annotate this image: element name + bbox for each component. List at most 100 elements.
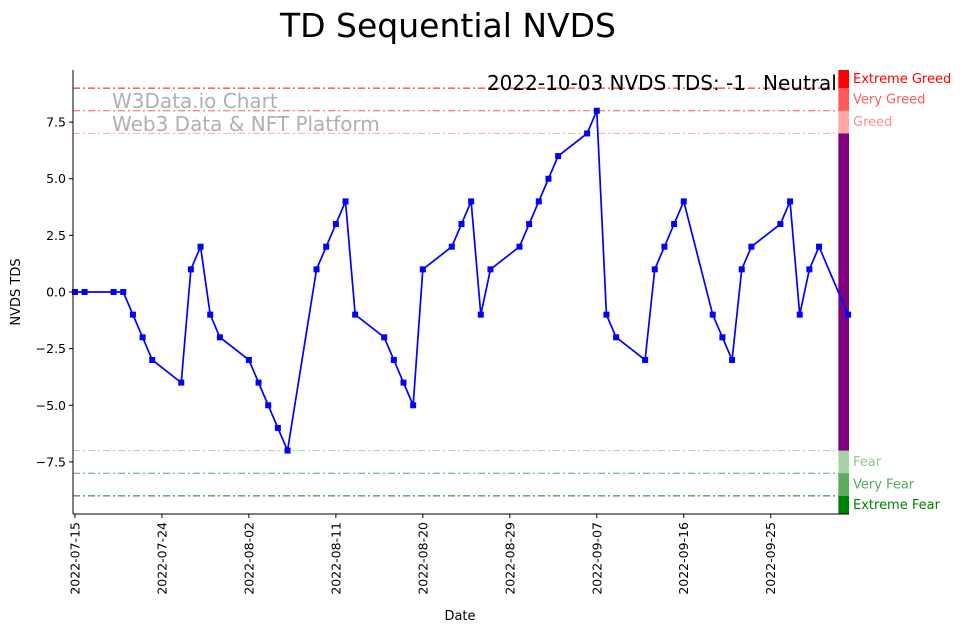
zone-label-greed: Greed <box>853 115 892 130</box>
data-point <box>352 311 359 318</box>
data-point <box>816 243 823 250</box>
data-point <box>487 266 494 273</box>
chart-title: TD Sequential NVDS <box>279 6 616 45</box>
series-line <box>74 110 849 454</box>
y-tick-label: 0.0 <box>46 285 66 300</box>
plot-area: W3Data.io Chart Web3 Data & NFT Platform… <box>71 70 852 514</box>
data-point <box>81 289 88 295</box>
zone-label-extreme-greed: Extreme Greed <box>853 72 951 87</box>
zone-label-very-fear: Very Fear <box>853 478 915 493</box>
zone-label-extreme-fear: Extreme Fear <box>853 498 941 513</box>
data-point <box>545 175 552 182</box>
data-point <box>216 334 223 341</box>
x-tick-label: 2022-07-15 <box>67 522 82 595</box>
data-point <box>613 334 620 341</box>
watermark: W3Data.io Chart Web3 Data & NFT Platform <box>112 89 380 136</box>
data-point <box>671 221 678 228</box>
data-point <box>187 266 194 273</box>
data-point <box>777 221 784 228</box>
zone-extreme-fear <box>838 495 849 514</box>
data-point <box>729 356 736 363</box>
x-ticks: 2022-07-15 2022-07-24 2022-08-02 2022-08-11… <box>67 514 778 595</box>
y-tick-label: 7.5 <box>46 115 66 130</box>
data-point <box>120 289 127 295</box>
data-point <box>748 243 755 250</box>
data-point <box>274 424 281 431</box>
data-point <box>207 311 214 318</box>
latest-annotation: 2022-10-03 NVDS TDS: -1 Neutral <box>487 71 837 95</box>
data-point <box>381 334 388 341</box>
data-point <box>265 402 272 409</box>
y-tick-label: −7.5 <box>36 454 66 469</box>
data-point <box>197 243 204 250</box>
y-tick-label: 2.5 <box>46 228 66 243</box>
x-axis-label: Date <box>444 609 475 624</box>
data-point <box>342 198 349 205</box>
x-tick-label: 2022-08-11 <box>328 522 343 595</box>
threshold-lines <box>73 87 839 497</box>
data-point <box>516 243 523 250</box>
x-tick-label: 2022-08-29 <box>502 522 517 595</box>
y-axis-label: NVDS TDS <box>9 258 24 325</box>
x-tick-label: 2022-08-20 <box>415 522 430 595</box>
data-point <box>313 266 320 273</box>
data-point <box>738 266 745 273</box>
data-point <box>149 356 156 363</box>
data-point <box>390 356 397 363</box>
x-tick-label: 2022-09-16 <box>676 522 691 595</box>
y-tick-label: −2.5 <box>36 341 66 356</box>
data-point <box>584 130 591 137</box>
data-point <box>129 311 136 318</box>
latest-annotation-text: 2022-10-03 NVDS TDS: -1 <box>487 71 746 95</box>
data-point <box>458 221 465 228</box>
data-point <box>555 153 562 160</box>
data-point <box>642 356 649 363</box>
data-point <box>400 379 407 386</box>
data-point <box>323 243 330 250</box>
data-point <box>680 198 687 205</box>
data-point <box>419 266 426 273</box>
y-ticks: −7.5 −5.0 −2.5 0.0 2.5 5.0 7.5 <box>36 115 73 469</box>
zone-very-greed <box>838 88 849 111</box>
zone-labels: Extreme Greed Very Greed Greed Fear Very Fea… <box>853 72 951 513</box>
data-point <box>468 198 475 205</box>
data-point <box>806 266 813 273</box>
series-markers <box>71 107 852 454</box>
x-tick-label: 2022-07-24 <box>154 522 169 595</box>
data-point <box>448 243 455 250</box>
zone-label-fear: Fear <box>853 455 882 470</box>
data-point <box>245 356 252 363</box>
data-point <box>526 221 533 228</box>
zone-very-fear <box>838 473 849 496</box>
latest-status: Neutral <box>763 71 837 95</box>
x-tick-label: 2022-09-25 <box>763 522 778 595</box>
data-point <box>410 402 417 409</box>
zone-neutral <box>838 133 849 451</box>
zone-label-very-greed: Very Greed <box>853 92 925 107</box>
y-tick-label: 5.0 <box>46 171 66 186</box>
data-point <box>535 198 542 205</box>
watermark-line-1: W3Data.io Chart <box>112 89 278 113</box>
y-tick-label: −5.0 <box>36 398 66 413</box>
data-point <box>787 198 794 205</box>
x-tick-label: 2022-08-02 <box>241 522 256 595</box>
data-point <box>603 311 610 318</box>
zone-fear <box>838 450 849 474</box>
data-point <box>845 311 852 318</box>
data-point <box>110 289 117 295</box>
data-point <box>477 311 484 318</box>
data-point <box>332 221 339 228</box>
zone-bar <box>838 70 849 514</box>
data-point <box>255 379 262 386</box>
watermark-line-2: Web3 Data & NFT Platform <box>112 112 380 136</box>
data-point <box>284 447 291 454</box>
data-point <box>709 311 716 318</box>
zone-extreme-greed <box>838 70 849 89</box>
data-point <box>71 289 78 295</box>
data-point <box>139 334 146 341</box>
data-point <box>796 311 803 318</box>
data-point <box>178 379 185 386</box>
data-point <box>719 334 726 341</box>
data-point <box>661 243 668 250</box>
